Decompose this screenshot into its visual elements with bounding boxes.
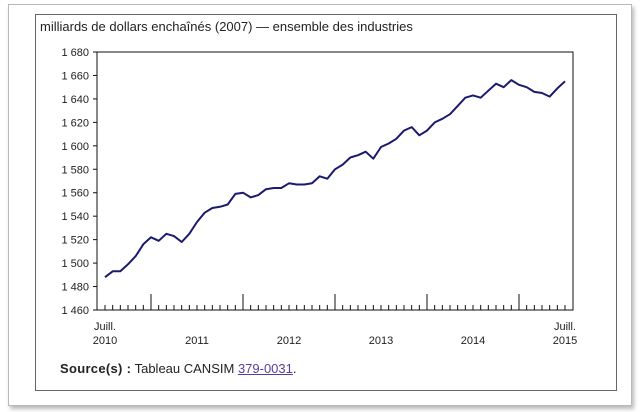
x-start-label-month: Juill. [94, 321, 116, 333]
y-tick-label: 1 620 [61, 117, 89, 129]
y-tick-label: 1 540 [61, 211, 89, 223]
y-tick-label: 1 480 [61, 282, 89, 294]
plot-area-border [96, 51, 574, 311]
cansim-table-link[interactable]: 379-0031 [237, 361, 293, 376]
y-tick-label: 1 680 [61, 47, 89, 59]
y-tick-label: 1 600 [61, 141, 89, 153]
chart-box [35, 14, 617, 391]
y-tick-label: 1 640 [61, 94, 89, 106]
x-year-label: 2014 [461, 335, 485, 347]
y-tick-label: 1 520 [61, 235, 89, 247]
source-text: Tableau CANSIM [134, 361, 235, 376]
chart-title: milliards de dollars enchaînés (2007) — … [40, 19, 413, 34]
x-year-label: 2013 [369, 335, 393, 347]
source-line: Source(s) : Tableau CANSIM 379-0031. [60, 361, 297, 376]
y-tick-label: 1 560 [61, 188, 89, 200]
y-tick-label: 1 580 [61, 164, 89, 176]
x-start-label-year: 2010 [93, 335, 117, 347]
series-line [104, 79, 566, 278]
y-tick-label: 1 660 [61, 70, 89, 82]
x-end-label-year: 2015 [553, 335, 577, 347]
x-end-label-month: Juill. [554, 321, 576, 333]
x-year-label: 2012 [277, 335, 301, 347]
y-tick-label: 1 500 [61, 258, 89, 270]
x-year-label: 2011 [185, 335, 209, 347]
source-label: Source(s) : [60, 361, 132, 376]
y-tick-label: 1 460 [61, 305, 89, 317]
figure-frame [8, 4, 632, 406]
source-suffix: . [292, 361, 297, 376]
